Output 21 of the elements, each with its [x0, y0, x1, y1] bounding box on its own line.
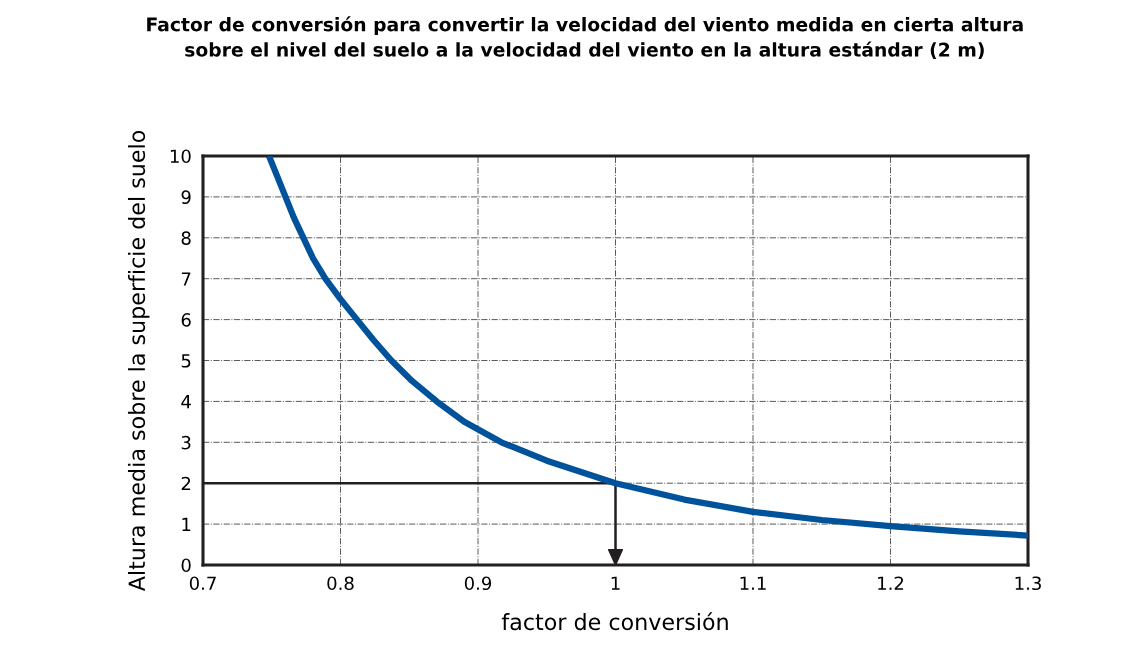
x-tick-label: 0.9: [464, 576, 492, 591]
y-axis-title: Altura media sobre la superficie del suelo: [127, 130, 150, 592]
x-tick-label: 0.8: [327, 576, 354, 591]
y-tick-label: 5: [181, 354, 191, 368]
y-tick-label: 10: [170, 149, 191, 164]
x-tick-label: 1.2: [878, 576, 904, 590]
x-tick-label: 1.1: [740, 576, 766, 590]
y-tick-label: 1: [182, 517, 191, 531]
y-tick-label: 7: [181, 272, 191, 286]
y-tick-label: 4: [181, 395, 191, 409]
y-tick-label: 0: [181, 558, 191, 573]
x-tick-label: 1: [611, 576, 620, 590]
y-tick-label: 8: [181, 231, 191, 245]
y-tick-label: 9: [181, 190, 191, 205]
x-tick-label: 0.7: [189, 576, 216, 591]
chart-title: Factor de conversión para convertir la velocidad del viento medida en cierta altura sobre el nivel del suelo a la velocidad del viento en la altura estándar (2 m): [147, 16, 1023, 59]
x-axis-title: factor de conversión: [501, 612, 728, 631]
y-tick-label: 2: [181, 476, 191, 491]
y-tick-label: 6: [181, 313, 191, 327]
y-tick-label: 3: [181, 435, 191, 450]
x-tick-label: 1.3: [1015, 576, 1041, 591]
